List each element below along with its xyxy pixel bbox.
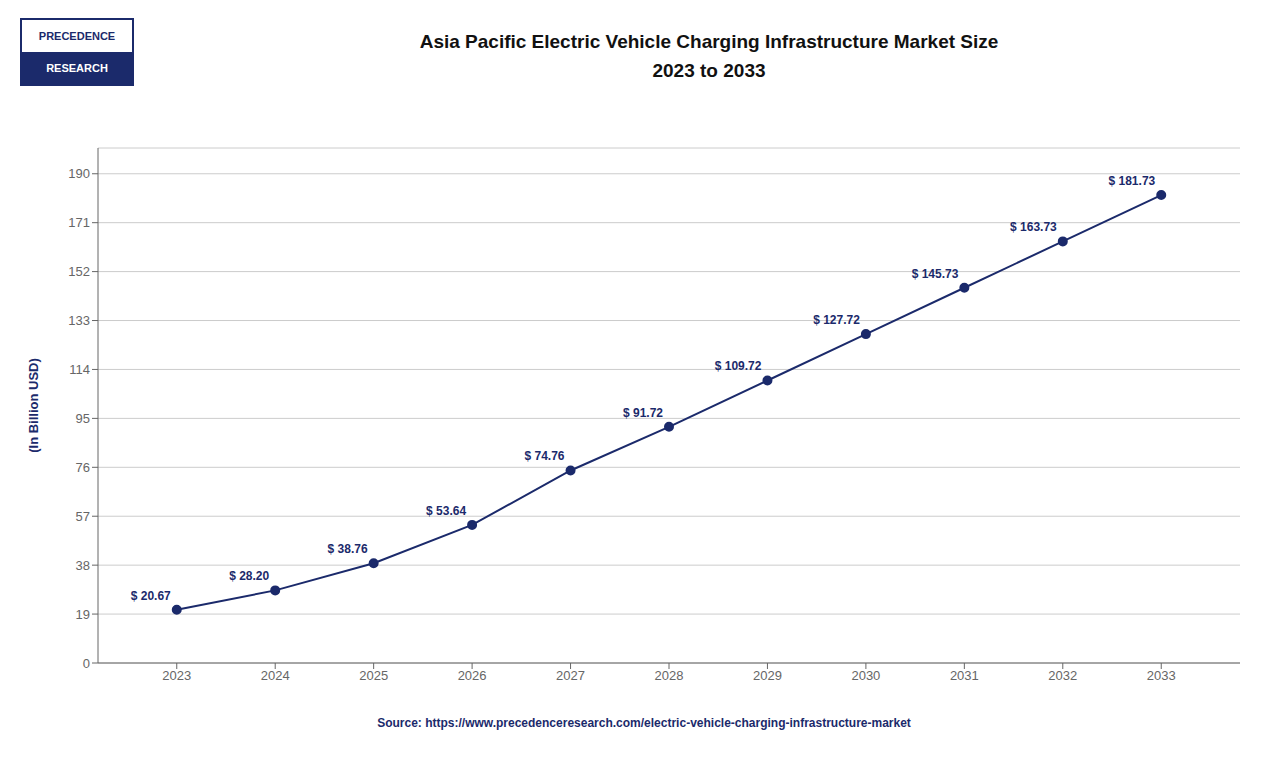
svg-text:19: 19 bbox=[76, 607, 90, 622]
svg-text:$ 38.76: $ 38.76 bbox=[328, 542, 368, 556]
html-text:RESEARCH: RESEARCH bbox=[46, 62, 108, 74]
svg-text:$ 145.73: $ 145.73 bbox=[912, 267, 959, 281]
html-text:Source: https://www.precedence: Source: https://www.precedenceresearch.c… bbox=[377, 716, 911, 730]
svg-text:57: 57 bbox=[76, 509, 90, 524]
svg-text:$ 109.72: $ 109.72 bbox=[715, 359, 762, 373]
html-text:Asia Pacific Electric Vehicle: Asia Pacific Electric Vehicle Charging I… bbox=[419, 31, 999, 52]
svg-text:133: 133 bbox=[68, 313, 90, 328]
svg-text:190: 190 bbox=[68, 166, 90, 181]
svg-text:0: 0 bbox=[83, 656, 90, 671]
svg-text:$ 20.67: $ 20.67 bbox=[131, 589, 171, 603]
svg-text:(In Billion USD): (In Billion USD) bbox=[26, 358, 41, 453]
svg-text:$ 74.76: $ 74.76 bbox=[525, 449, 565, 463]
svg-text:2032: 2032 bbox=[1048, 668, 1077, 683]
svg-text:171: 171 bbox=[68, 215, 90, 230]
svg-text:2028: 2028 bbox=[655, 668, 684, 683]
svg-text:$ 163.73: $ 163.73 bbox=[1010, 220, 1057, 234]
svg-text:76: 76 bbox=[76, 460, 90, 475]
svg-text:38: 38 bbox=[76, 558, 90, 573]
svg-text:2026: 2026 bbox=[458, 668, 487, 683]
svg-text:95: 95 bbox=[76, 411, 90, 426]
svg-text:$ 127.72: $ 127.72 bbox=[813, 313, 860, 327]
svg-text:2033: 2033 bbox=[1147, 668, 1176, 683]
html-text:PRECEDENCE: PRECEDENCE bbox=[38, 30, 116, 42]
svg-text:114: 114 bbox=[69, 362, 90, 377]
svg-text:$ 53.64: $ 53.64 bbox=[426, 504, 466, 518]
svg-text:$ 91.72: $ 91.72 bbox=[623, 406, 663, 420]
svg-text:2027: 2027 bbox=[556, 668, 585, 683]
svg-text:$ 28.20: $ 28.20 bbox=[229, 569, 269, 583]
svg-text:2029: 2029 bbox=[753, 668, 782, 683]
svg-text:$ 181.73: $ 181.73 bbox=[1109, 174, 1156, 188]
svg-text:152: 152 bbox=[68, 264, 90, 279]
svg-text:2023: 2023 bbox=[162, 668, 191, 683]
svg-text:2025: 2025 bbox=[359, 668, 388, 683]
svg-text:2031: 2031 bbox=[950, 668, 979, 683]
svg-text:2030: 2030 bbox=[851, 668, 880, 683]
html-text:2023 to 2033: 2023 to 2033 bbox=[652, 59, 766, 81]
svg-text:2024: 2024 bbox=[261, 668, 290, 683]
